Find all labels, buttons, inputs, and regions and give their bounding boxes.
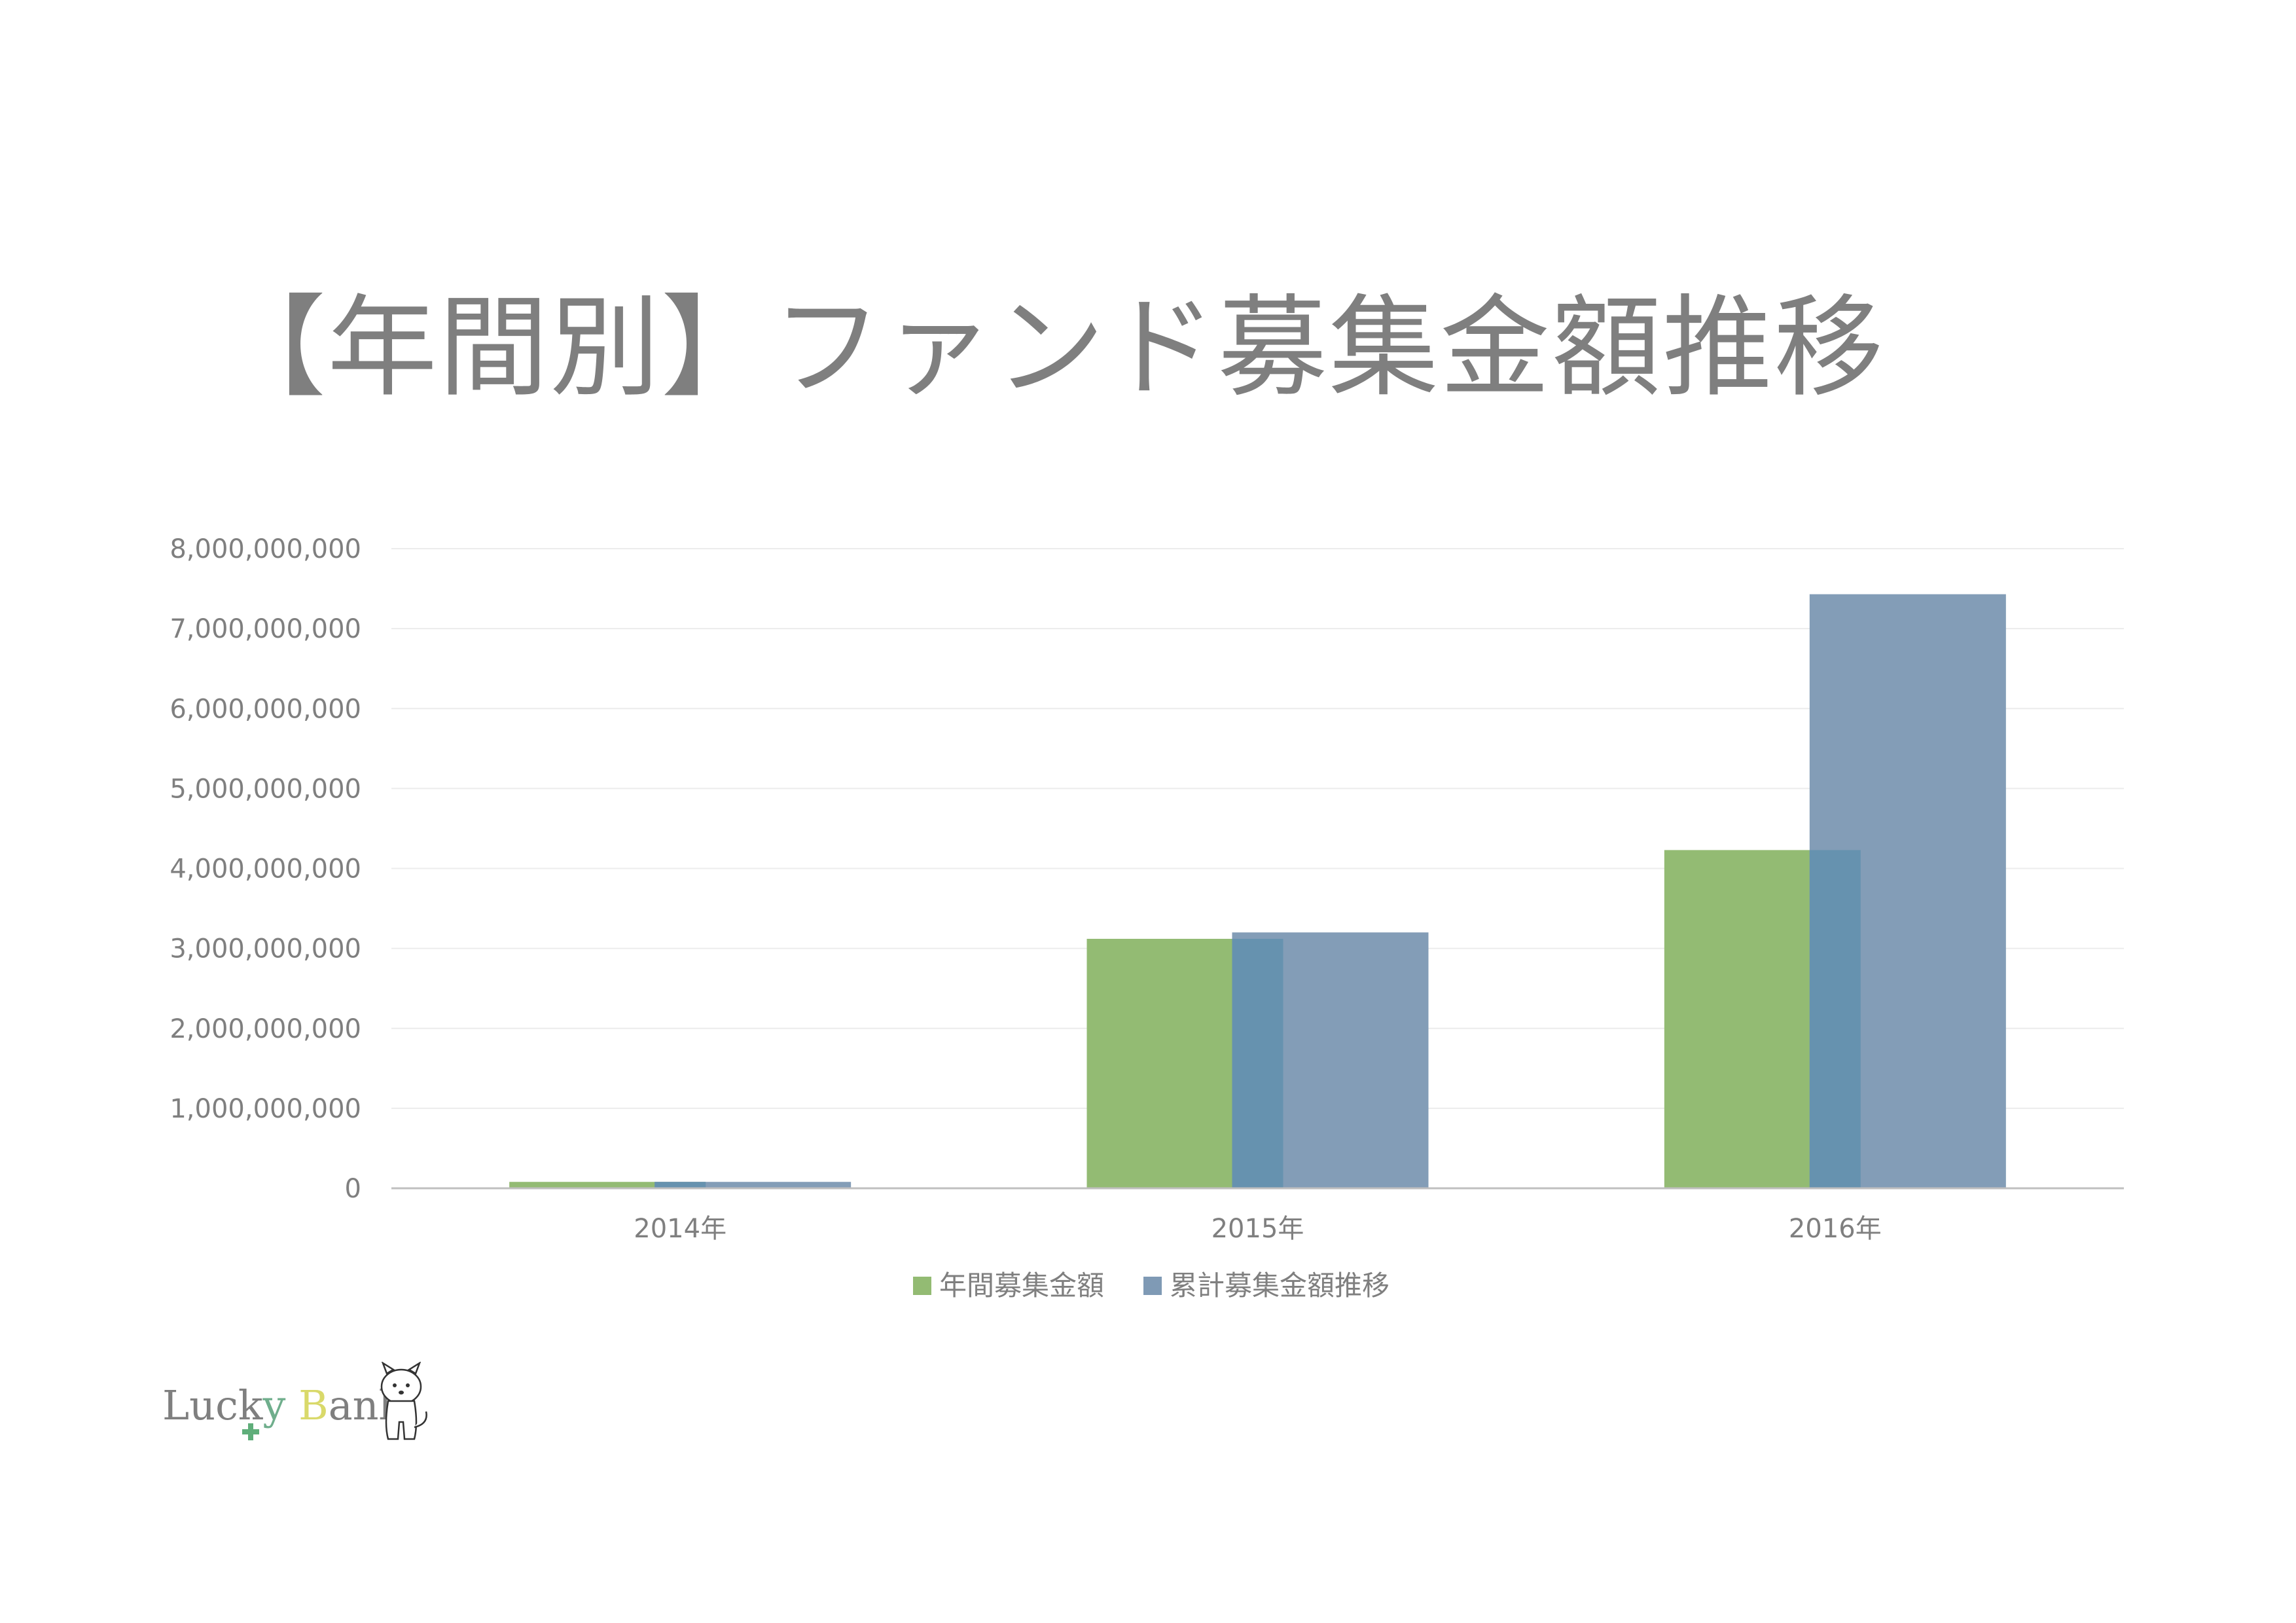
bars	[509, 594, 2006, 1188]
y-tick-label: 7,000,000,000	[170, 614, 361, 644]
y-tick-label: 0	[345, 1174, 361, 1204]
bar-overlap	[1232, 938, 1283, 1188]
legend-swatch	[913, 1277, 931, 1295]
legend-label: 年間募集金額	[939, 1269, 1104, 1302]
y-tick-label: 1,000,000,000	[170, 1094, 361, 1124]
x-tick-label: 2015年	[1211, 1214, 1304, 1244]
x-tick-label: 2016年	[1789, 1214, 1882, 1244]
axes: 0 1,000,000,000 2,000,000,000 3,000,000,000…	[170, 534, 2124, 1244]
logo-text-luck: Luck	[162, 1381, 263, 1429]
lucky-bank-logo: Lucky Bank	[162, 1362, 437, 1447]
logo-text-y: y	[262, 1381, 286, 1429]
logo-text-b: B	[298, 1381, 329, 1429]
y-tick-label: 6,000,000,000	[170, 694, 361, 724]
dog-mascot-icon	[380, 1362, 427, 1440]
legend-swatch	[1143, 1277, 1162, 1295]
y-tick-label: 4,000,000,000	[170, 854, 361, 884]
cross-icon	[242, 1423, 259, 1440]
y-tick-label: 8,000,000,000	[170, 534, 361, 564]
y-tick-label: 2,000,000,000	[170, 1014, 361, 1044]
bar-overlap	[1809, 850, 1861, 1188]
bar-annual	[509, 1182, 706, 1188]
x-tick-label: 2014年	[634, 1214, 726, 1244]
bar-overlap	[655, 1182, 706, 1188]
page-title: 【年間別】ファンド募集金額推移	[216, 283, 1885, 412]
y-tick-label: 5,000,000,000	[170, 774, 361, 804]
legend: 年間募集金額 累計募集金額推移	[913, 1269, 1390, 1302]
bar-cumulative	[655, 1182, 852, 1188]
legend-label: 累計募集金額推移	[1170, 1269, 1390, 1302]
y-tick-label: 3,000,000,000	[170, 934, 361, 964]
